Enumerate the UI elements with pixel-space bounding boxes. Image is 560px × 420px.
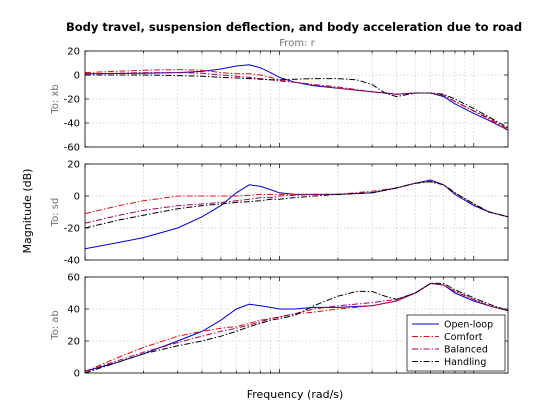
ytick-label: 20: [67, 160, 80, 171]
ytick-label: -40: [64, 256, 80, 267]
shared-xlabel: Frequency (rad/s): [247, 388, 344, 401]
panel-label: To: sd: [50, 198, 61, 228]
ytick-label: -60: [64, 143, 80, 154]
panel-label: To: xb: [50, 84, 61, 114]
legend-label: Balanced: [444, 345, 488, 356]
axes-box: [84, 276, 509, 374]
series-line-balanced: [85, 181, 508, 224]
panel-label: To: ab: [50, 310, 61, 341]
figure-title: Body travel, suspension deflection, and …: [66, 20, 522, 34]
shared-ylabel: Magnitude (dB): [21, 169, 34, 254]
series-group: [85, 64, 508, 131]
panel-1: -60 -40 -20 0 20 To: xb: [50, 47, 509, 154]
series-line-handling: [85, 282, 508, 373]
series-group: [85, 179, 508, 250]
series-line-open-loop: [85, 64, 508, 131]
series-line-handling: [85, 74, 508, 129]
ytick-label: 60: [67, 273, 80, 284]
series-group: [85, 282, 508, 373]
ytick-label: 0: [74, 71, 80, 82]
series-line-balanced: [85, 72, 508, 130]
series-line-handling: [85, 181, 508, 229]
series-line-balanced: [85, 282, 508, 372]
series-line-comfort: [85, 181, 508, 218]
legend-label: Handling: [444, 357, 486, 368]
ytick-label: 20: [67, 337, 80, 348]
panel-2: -40 -20 0 20 To: sd: [50, 160, 509, 267]
ytick-label: -40: [64, 119, 80, 130]
plot-area: [85, 164, 508, 260]
ytick-label: -20: [64, 95, 80, 106]
legend-label: Comfort: [444, 332, 483, 343]
input-label: From: r: [279, 38, 315, 49]
legend-label: Open-loop: [444, 320, 493, 331]
ytick-label: 0: [74, 192, 80, 203]
ytick-label: 20: [67, 47, 80, 58]
ytick-label: 40: [67, 305, 80, 316]
ytick-label: 0: [74, 369, 80, 380]
ytick-label: -20: [64, 224, 80, 235]
axes-box: [84, 163, 509, 261]
